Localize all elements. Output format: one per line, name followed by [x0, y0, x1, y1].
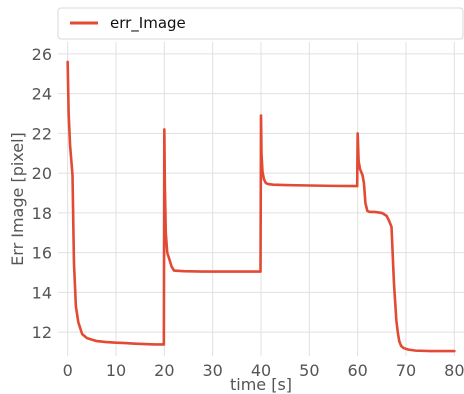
y-tick-label: 24	[32, 85, 52, 104]
series-layer	[66, 60, 456, 353]
x-tick-labels: 0 10 20 30 40 50 60 70 80	[63, 361, 464, 380]
legend: err_Image	[57, 7, 464, 40]
x-tick-label: 0	[63, 361, 73, 380]
y-tick-label: 22	[32, 124, 52, 143]
x-tick-label: 80	[444, 361, 464, 380]
y-tick-labels: 12 14 16 18 20 22 24 26	[32, 45, 52, 342]
x-tick-label: 40	[251, 361, 271, 380]
y-axis-label: Err Image [pixel]	[8, 132, 27, 266]
y-tick-label: 16	[32, 244, 52, 263]
x-tick-label: 30	[202, 361, 222, 380]
y-tick-label: 18	[32, 204, 52, 223]
y-tick-label: 12	[32, 323, 52, 342]
x-tick-label: 70	[396, 361, 416, 380]
y-tick-label: 14	[32, 283, 52, 302]
x-tick-label: 60	[347, 361, 367, 380]
x-tick-label: 20	[154, 361, 174, 380]
x-tick-label: 50	[299, 361, 319, 380]
y-tick-label: 26	[32, 45, 52, 64]
legend-label-err-image: err_Image	[110, 14, 186, 33]
x-axis-label: time [s]	[230, 375, 292, 394]
x-tick-label: 10	[106, 361, 126, 380]
y-tick-label: 20	[32, 164, 52, 183]
series-line-err-image	[66, 60, 456, 353]
legend-box	[57, 7, 464, 40]
